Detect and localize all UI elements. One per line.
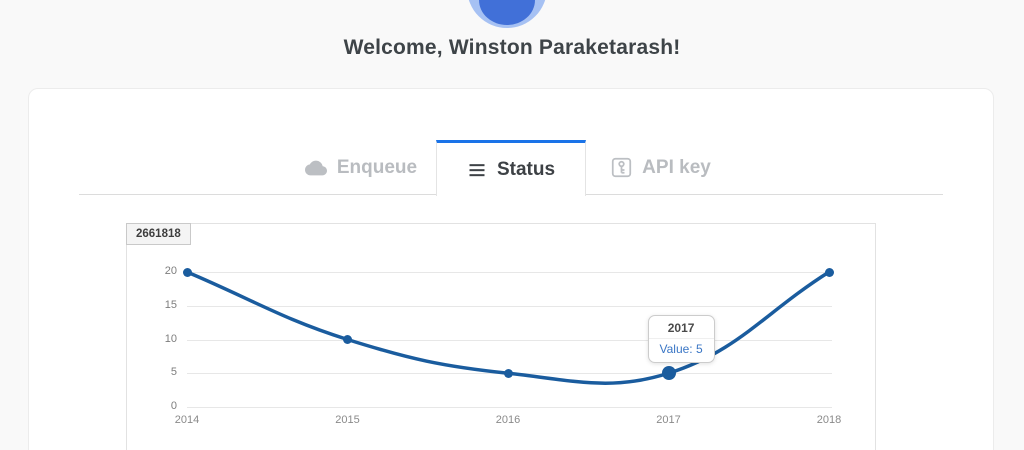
user-avatar [467, 0, 547, 28]
data-point-2015[interactable] [343, 335, 352, 344]
y-axis-tick: 0 [170, 400, 177, 412]
data-point-2018[interactable] [824, 267, 834, 277]
tab-enqueue[interactable]: Enqueue [286, 140, 436, 195]
line-series [185, 270, 831, 385]
tab-bar: Enqueue Status API key [286, 140, 736, 196]
x-axis-tick: 2015 [335, 414, 360, 426]
x-axis-tick: 2017 [656, 414, 681, 426]
tab-status[interactable]: Status [436, 140, 586, 196]
chart-tooltip: 2017 Value: 5 [647, 315, 715, 364]
tooltip-value: Value: 5 [659, 342, 703, 357]
main-card: Enqueue Status API key [28, 88, 994, 450]
chart-badge: 2661818 [126, 223, 191, 245]
y-axis-tick: 15 [164, 298, 177, 311]
gridline [187, 305, 832, 307]
y-axis-tick: 10 [164, 332, 177, 345]
avatar-person-icon [479, 0, 535, 25]
y-axis-tick: 20 [164, 265, 177, 277]
cloud-icon [304, 157, 327, 179]
tab-api-key-label: API key [642, 156, 711, 178]
data-point-2014[interactable] [182, 267, 192, 277]
y-axis-tick: 5 [170, 366, 177, 379]
key-icon [611, 157, 632, 178]
gridline [187, 407, 832, 408]
data-point-2017[interactable] [661, 366, 676, 381]
line-chart: 2661818 0 5 10 15 20 2014 2015 2016 2017 2018 201… [126, 223, 876, 450]
x-axis-tick: 2016 [495, 414, 521, 426]
welcome-heading: Welcome, Winston Paraketarash! [343, 36, 681, 59]
tab-api-key[interactable]: API key [586, 140, 736, 195]
list-icon [467, 160, 487, 180]
gridline [187, 339, 832, 341]
tooltip-title: 2017 [648, 316, 714, 340]
data-point-2016[interactable] [503, 368, 513, 378]
tab-enqueue-label: Enqueue [336, 156, 418, 178]
tab-status-label: Status [496, 158, 556, 180]
x-axis-tick: 2018 [816, 414, 842, 426]
gridline [187, 272, 832, 273]
x-axis-tick: 2014 [174, 414, 200, 426]
